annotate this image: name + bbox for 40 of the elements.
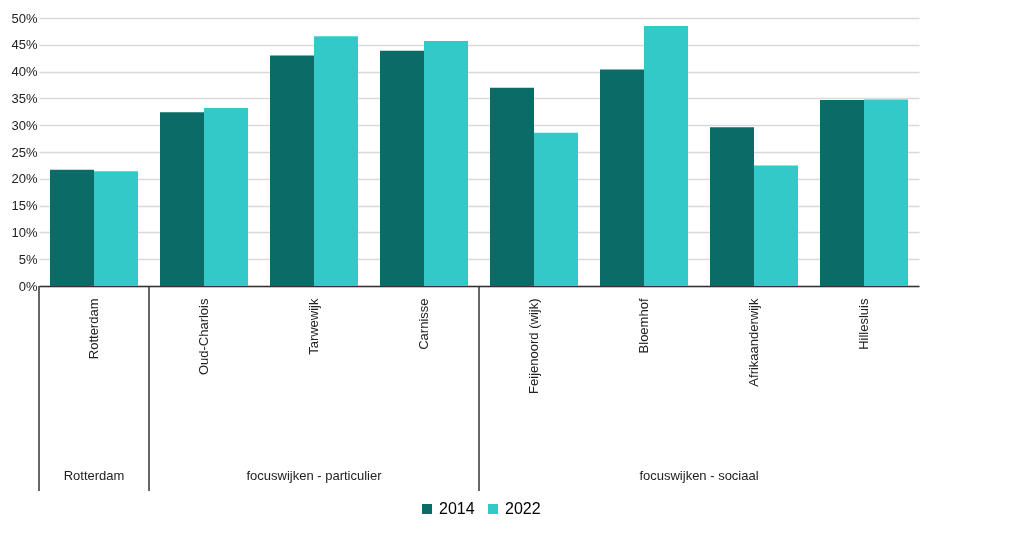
bar xyxy=(314,36,358,286)
y-tick-label: 25% xyxy=(11,144,38,160)
bar xyxy=(204,108,248,286)
legend-label: 2022 xyxy=(505,500,541,517)
y-tick-label: 45% xyxy=(11,37,38,53)
y-tick-label: 15% xyxy=(11,198,38,214)
y-tick-label: 10% xyxy=(11,224,38,240)
y-tick-label: 30% xyxy=(11,117,38,133)
bar xyxy=(270,55,314,286)
bar xyxy=(600,69,644,286)
bar xyxy=(820,100,864,286)
y-tick-label: 5% xyxy=(18,251,38,267)
bar xyxy=(160,112,204,286)
x-tick-label: Tarwewijk xyxy=(306,298,321,355)
x-tick-label: Carnisse xyxy=(416,298,431,350)
bar xyxy=(490,87,534,286)
x-tick-label: Bloemhof xyxy=(636,298,651,354)
x-tick-label: Oud-Charlois xyxy=(196,298,211,376)
bar xyxy=(424,41,468,286)
y-tick-label: 0% xyxy=(18,278,38,294)
x-tick-label: Afrikaanderwijk xyxy=(746,298,761,387)
bar xyxy=(754,165,798,286)
text: Rotterdam xyxy=(63,468,125,483)
x-tick-label: Feijenoord (wijk) xyxy=(526,298,541,394)
y-tick-label: 40% xyxy=(11,64,38,80)
bar xyxy=(864,99,908,286)
x-tick-label: Rotterdam xyxy=(86,298,101,360)
bar xyxy=(644,26,688,286)
bar xyxy=(50,169,94,286)
bar xyxy=(380,50,424,286)
bar xyxy=(710,127,754,286)
text: focuswijken - sociaal xyxy=(639,468,759,483)
bar xyxy=(534,132,578,286)
text: focuswijken - particulier xyxy=(246,468,383,483)
legend-label: 2014 xyxy=(439,500,475,517)
y-tick-label: 35% xyxy=(11,90,38,106)
x-tick-label: Hillesluis xyxy=(856,298,871,350)
y-tick-label: 20% xyxy=(11,171,38,187)
bar xyxy=(94,171,138,286)
y-tick-label: 50% xyxy=(11,10,38,26)
